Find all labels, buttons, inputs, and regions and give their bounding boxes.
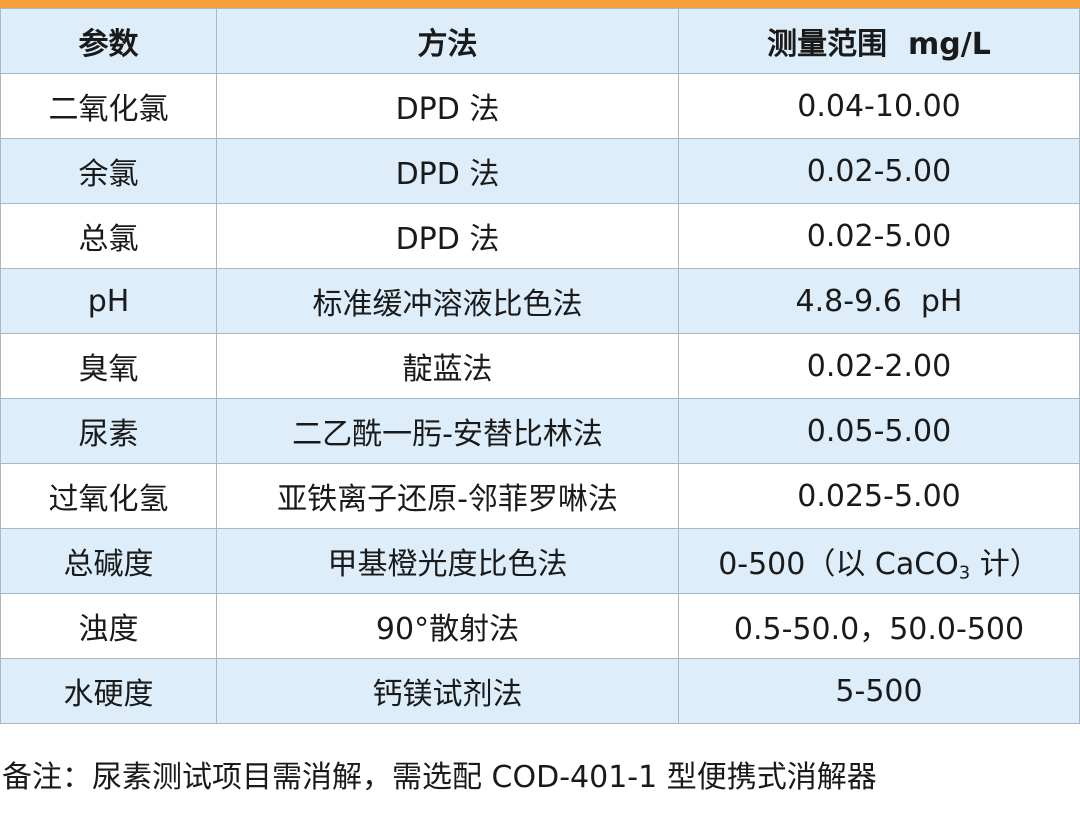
cell-method: 靛蓝法 <box>216 333 679 399</box>
header-parameter: 参数 <box>0 8 217 74</box>
header-range: 测量范围 mg/L <box>678 8 1080 74</box>
table-row: 尿素 二乙酰一肟-安替比林法 0.05-5.00 <box>0 398 1080 464</box>
cell-range: 0.025-5.00 <box>678 463 1080 529</box>
cell-range: 5-500 <box>678 658 1080 724</box>
cell-method: 亚铁离子还原-邻菲罗啉法 <box>216 463 679 529</box>
range-text: 0-500（以 CaCO <box>718 547 959 582</box>
footnote: 备注：尿素测试项目需消解，需选配 COD-401-1 型便携式消解器 <box>2 760 877 795</box>
table-row: pH 标准缓冲溶液比色法 4.8-9.6 pH <box>0 268 1080 334</box>
cell-method: DPD 法 <box>216 73 679 139</box>
cell-parameter: 过氧化氢 <box>0 463 217 529</box>
table-row: 总碱度 甲基橙光度比色法 0-500（以 CaCO3 计） <box>0 528 1080 594</box>
cell-parameter: 余氯 <box>0 138 217 204</box>
cell-range: 0.05-5.00 <box>678 398 1080 464</box>
cell-parameter: 尿素 <box>0 398 217 464</box>
table-row: 过氧化氢 亚铁离子还原-邻菲罗啉法 0.025-5.00 <box>0 463 1080 529</box>
cell-parameter: 浊度 <box>0 593 217 659</box>
table-row: 总氯 DPD 法 0.02-5.00 <box>0 203 1080 269</box>
cell-parameter: 臭氧 <box>0 333 217 399</box>
table-row: 二氧化氯 DPD 法 0.04-10.00 <box>0 73 1080 139</box>
cell-parameter: 水硬度 <box>0 658 217 724</box>
cell-range: 0.5-50.0，50.0-500 <box>678 593 1080 659</box>
table-row: 臭氧 靛蓝法 0.02-2.00 <box>0 333 1080 399</box>
cell-range: 4.8-9.6 pH <box>678 268 1080 334</box>
cell-method: 二乙酰一肟-安替比林法 <box>216 398 679 464</box>
cell-range: 0.04-10.00 <box>678 73 1080 139</box>
table-row: 余氯 DPD 法 0.02-5.00 <box>0 138 1080 204</box>
cell-range: 0.02-5.00 <box>678 203 1080 269</box>
cell-method: DPD 法 <box>216 203 679 269</box>
cell-parameter: 二氧化氯 <box>0 73 217 139</box>
cell-parameter: pH <box>0 268 217 334</box>
parameter-table: 参数 方法 测量范围 mg/L 二氧化氯 DPD 法 0.04-10.00 余氯… <box>0 8 1080 724</box>
cell-range: 0.02-5.00 <box>678 138 1080 204</box>
table-header-row: 参数 方法 测量范围 mg/L <box>0 8 1080 74</box>
cell-method: 甲基橙光度比色法 <box>216 528 679 594</box>
table-row: 水硬度 钙镁试剂法 5-500 <box>0 658 1080 724</box>
cell-range: 0.02-2.00 <box>678 333 1080 399</box>
cell-method: DPD 法 <box>216 138 679 204</box>
table-row: 浊度 90°散射法 0.5-50.0，50.0-500 <box>0 593 1080 659</box>
subscript-3: 3 <box>958 562 971 584</box>
cell-range: 0-500（以 CaCO3 计） <box>678 528 1080 594</box>
range-text: 计） <box>970 547 1040 582</box>
cell-parameter: 总氯 <box>0 203 217 269</box>
accent-bar <box>0 0 1080 8</box>
cell-parameter: 总碱度 <box>0 528 217 594</box>
cell-method: 90°散射法 <box>216 593 679 659</box>
cell-method: 钙镁试剂法 <box>216 658 679 724</box>
cell-method: 标准缓冲溶液比色法 <box>216 268 679 334</box>
header-method: 方法 <box>216 8 679 74</box>
